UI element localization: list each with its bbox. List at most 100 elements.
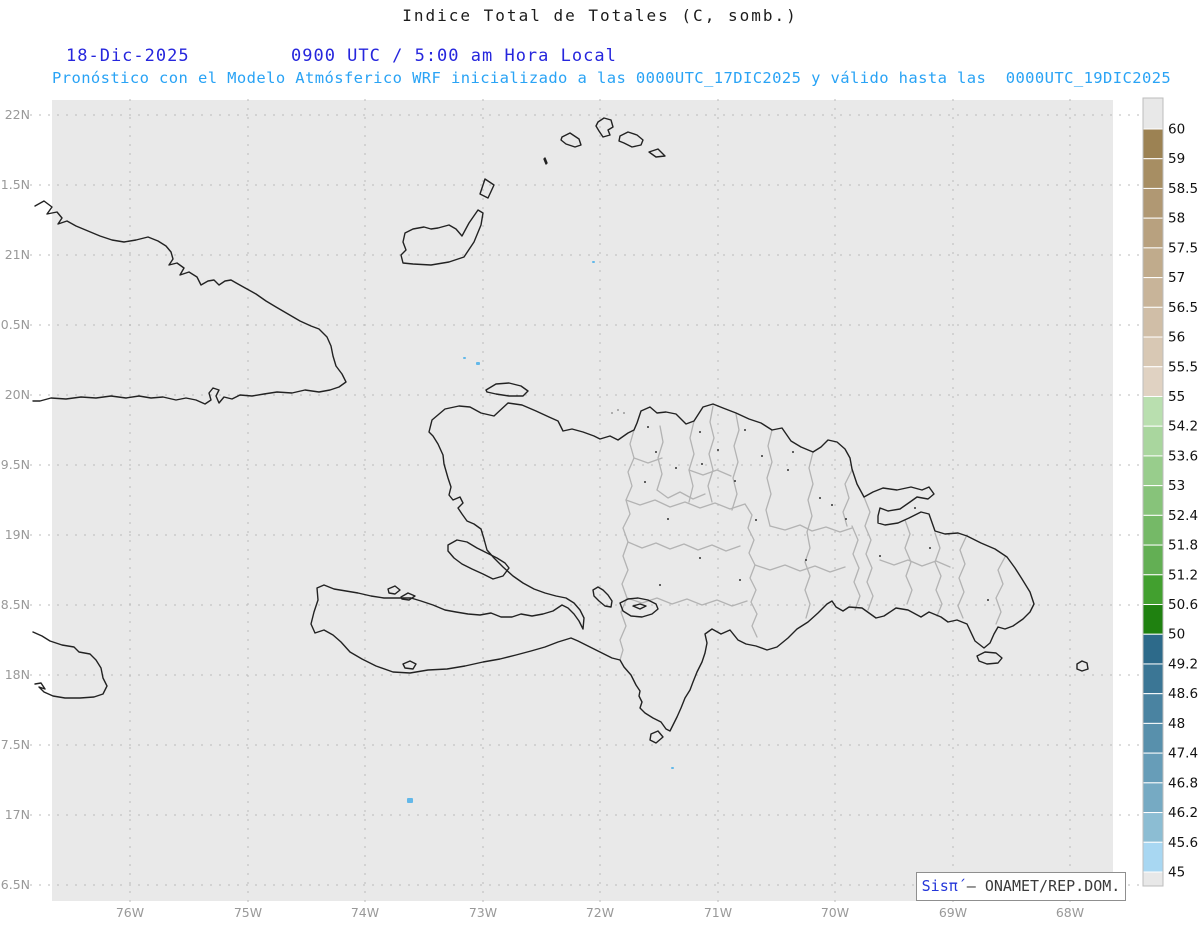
border-prov-20 <box>995 556 1006 625</box>
credit-box: Sisπ́ – ONAMET/REP.DOM. <box>916 872 1126 901</box>
coast-saona <box>976 651 1003 665</box>
colorbar-segment <box>1142 604 1164 635</box>
colorbar-segment <box>1142 366 1164 397</box>
colorbar-segment <box>1142 306 1164 338</box>
lat-label: 1.5N <box>1 177 30 192</box>
colorbar-segment <box>1142 247 1164 279</box>
border-prov-5 <box>731 413 740 511</box>
border-prov-19 <box>957 536 967 619</box>
border-prov-11 <box>769 524 853 533</box>
coast-cuba-east <box>32 200 347 405</box>
lat-label: 8.5N <box>1 597 30 612</box>
coastlines <box>32 117 1089 744</box>
border-prov-12 <box>851 525 861 611</box>
lon-label: 70W <box>821 905 849 920</box>
lat-label: 17N <box>5 807 30 822</box>
coast-jamaica-east <box>32 631 108 699</box>
lat-label: 9.5N <box>1 457 30 472</box>
subtitle-row: 18-Dic-2025 0900 UTC / 5:00 am Hora Loca… <box>0 46 1200 68</box>
colorbar-label: 58.5 <box>1168 181 1198 197</box>
border-prov-6 <box>765 429 773 527</box>
colorbar-segment <box>1142 217 1164 249</box>
colorbar-label: 54.2 <box>1168 419 1198 435</box>
colorbar-label: 48 <box>1168 716 1185 732</box>
border-prov-15 <box>626 597 748 607</box>
coast-cayemites-1 <box>387 585 401 595</box>
colorbar-label: 46.8 <box>1168 775 1198 791</box>
colorbar-segment <box>1142 514 1164 546</box>
lon-label: 76W <box>116 905 144 920</box>
colorbar-segment <box>1142 782 1164 814</box>
province-borders <box>619 405 1006 661</box>
border-prov-16 <box>863 496 874 611</box>
colorbar-label: 55.5 <box>1168 359 1198 375</box>
lon-label: 68W <box>1056 905 1084 920</box>
colorbar-label: 45 <box>1168 865 1185 881</box>
colorbar-segment <box>1142 128 1164 160</box>
lat-axis-labels: 22N 1.5N 21N 0.5N 20N 9.5N 19N 8.5N 18N 7.5N 17N 6.… <box>1 107 30 892</box>
colorbar-label: 49.2 <box>1168 656 1198 672</box>
colorbar-label: 51.8 <box>1168 538 1198 554</box>
colorbar-label: 51.2 <box>1168 567 1198 583</box>
town-dots <box>611 409 989 601</box>
colorbar-label: 57.5 <box>1168 240 1198 256</box>
colorbar-label: 57 <box>1168 270 1185 286</box>
colorbar-label: 53.6 <box>1168 448 1198 464</box>
border-prov-2 <box>656 489 706 500</box>
credit-brand: Sisπ́ <box>921 877 958 895</box>
coast-gonave <box>447 539 510 580</box>
lat-label: 19N <box>5 527 30 542</box>
colorbar-label: 50 <box>1168 627 1185 643</box>
colorbar-label: 46.2 <box>1168 805 1198 821</box>
colorbar-segment <box>1142 544 1164 576</box>
colorbar-segment <box>1142 395 1164 427</box>
coast-turks-3 <box>648 148 666 158</box>
lon-label: 72W <box>586 905 614 920</box>
plot-background <box>52 100 1113 901</box>
colorbar-segment <box>1142 812 1164 843</box>
coast-turks-1 <box>595 117 614 138</box>
border-prov-18 <box>934 532 943 617</box>
colorbar-segment <box>1142 277 1164 308</box>
shading-specks <box>407 261 674 803</box>
forecast-time: 0900 UTC / 5:00 am Hora Local <box>291 46 617 66</box>
border-haiti-dr-border <box>619 429 635 661</box>
coast-beata <box>649 730 664 744</box>
model-init-line: Pronóstico con el Modelo Atmósferico WRF… <box>52 69 1172 87</box>
border-prov-24 <box>633 457 663 464</box>
colorbar-segment <box>1142 187 1164 219</box>
lat-label: 20N <box>5 387 30 402</box>
colorbar-labels: 60 59 58.5 58 57.5 57 56.5 56 55.5 55 54.2 53.6 53 52… <box>1168 122 1198 881</box>
border-prov-9 <box>625 499 746 510</box>
colorbar-label: 45.6 <box>1168 835 1198 851</box>
colorbar <box>1142 97 1164 887</box>
colorbar-segment <box>1142 455 1164 487</box>
border-prov-7 <box>806 451 814 533</box>
colorbar-label: 60 <box>1168 122 1185 138</box>
border-prov-17 <box>904 519 913 605</box>
border-prov-14 <box>627 541 741 552</box>
lat-label: 18N <box>5 667 30 682</box>
lat-label: 0.5N <box>1 317 30 332</box>
colorbar-segment <box>1142 574 1164 606</box>
coast-isla-cabritos <box>632 603 647 610</box>
coast-ile-a-vache <box>402 660 417 670</box>
colorbar-segment <box>1142 752 1164 784</box>
lat-label: 22N <box>5 107 30 122</box>
colorbar-segment <box>1142 158 1164 189</box>
colorbar-segment <box>1142 871 1164 887</box>
coast-cayemites-2 <box>400 592 416 601</box>
coast-lake-enriquillo <box>619 597 659 618</box>
border-prov-21 <box>879 559 951 568</box>
border-prov-10 <box>744 503 758 638</box>
lon-label: 74W <box>351 905 379 920</box>
colorbar-segment <box>1142 633 1164 665</box>
border-prov-23 <box>688 469 732 477</box>
border-prov-4 <box>707 405 715 503</box>
colorbar-label: 55 <box>1168 389 1185 405</box>
colorbar-label: 58 <box>1168 211 1185 227</box>
coast-great-inagua <box>400 209 484 266</box>
coast-lake-azuei <box>592 586 613 608</box>
